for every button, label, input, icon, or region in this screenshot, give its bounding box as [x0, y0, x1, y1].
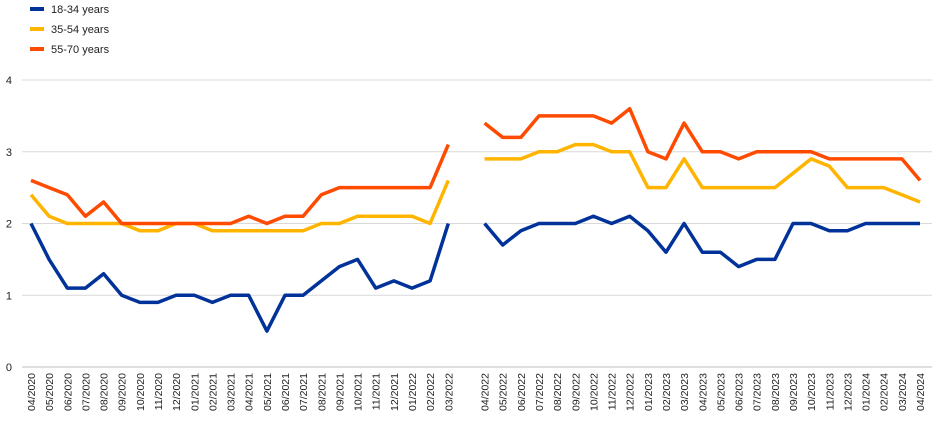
x-tick-label: 03/2024: [897, 373, 909, 411]
x-tick-label: 01/2023: [643, 373, 655, 411]
x-tick-label: 06/2023: [734, 373, 746, 411]
x-tick-label: 09/2021: [334, 373, 346, 411]
x-tick-label: 04/2020: [26, 373, 38, 411]
x-tick-label: 07/2021: [298, 373, 310, 411]
x-tick-label: 01/2021: [189, 373, 201, 411]
x-tick-label: 08/2022: [552, 373, 564, 411]
x-tick-label: 02/2022: [425, 373, 437, 411]
x-tick-label: 07/2022: [534, 373, 546, 411]
series-line: [29, 214, 920, 333]
x-tick-label: 05/2020: [44, 373, 56, 411]
x-tick-label: 02/2021: [207, 373, 219, 411]
x-tick-label: 02/2023: [661, 373, 673, 411]
x-tick-label: 01/2022: [407, 373, 419, 411]
y-tick-label: 3: [6, 147, 12, 159]
x-tick-label: 11/2020: [153, 373, 165, 410]
x-tick-label: 09/2020: [117, 373, 129, 411]
x-tick-label: 05/2023: [715, 373, 727, 411]
x-tick-label: 05/2022: [498, 373, 510, 411]
legend-label: 55-70 years: [51, 44, 110, 56]
x-tick-label: 12/2023: [842, 373, 854, 411]
x-tick-label: 09/2022: [570, 373, 582, 411]
x-tick-label: 10/2022: [588, 373, 600, 411]
x-tick-label: 08/2021: [316, 373, 328, 411]
x-tick-label: 07/2020: [80, 373, 92, 411]
x-tick-label: 03/2023: [679, 373, 691, 411]
x-tick-label: 07/2023: [752, 373, 764, 411]
x-tick-label: 01/2024: [861, 373, 873, 411]
x-tick-label: 10/2023: [806, 373, 818, 411]
y-tick-label: 2: [6, 219, 12, 231]
x-tick-label: 12/2020: [171, 373, 183, 411]
x-tick-label: 12/2021: [389, 373, 401, 411]
y-tick-label: 0: [6, 362, 12, 374]
x-tick-label: 11/2021: [371, 373, 383, 410]
x-tick-label: 04/2023: [697, 373, 709, 411]
x-tick-label: 05/2021: [262, 373, 274, 411]
legend-label: 18-34 years: [51, 4, 110, 16]
y-tick-label: 1: [6, 290, 12, 302]
series-line: [29, 142, 921, 233]
x-tick-label: 04/2022: [480, 373, 492, 411]
x-tick-label: 10/2021: [353, 373, 365, 411]
y-tick-label: 4: [6, 75, 12, 87]
x-tick-label: 03/2022: [443, 373, 455, 411]
x-tick-label: 06/2020: [62, 373, 74, 411]
series-line: [30, 106, 922, 226]
x-tick-label: 03/2021: [226, 373, 238, 411]
x-tick-label: 12/2022: [625, 373, 637, 411]
x-tick-label: 04/2024: [915, 373, 927, 411]
x-tick-label: 06/2021: [280, 373, 292, 411]
x-tick-label: 02/2024: [879, 373, 891, 411]
legend-label: 35-54 years: [51, 24, 110, 36]
x-tick-label: 08/2020: [99, 373, 111, 411]
x-tick-label: 04/2021: [244, 373, 256, 411]
x-tick-label: 10/2020: [135, 373, 147, 411]
x-tick-label: 11/2023: [824, 373, 836, 410]
x-tick-label: 09/2023: [788, 373, 800, 411]
x-tick-label: 08/2023: [770, 373, 782, 411]
x-tick-label: 11/2022: [607, 373, 619, 410]
x-tick-label: 06/2022: [516, 373, 528, 411]
